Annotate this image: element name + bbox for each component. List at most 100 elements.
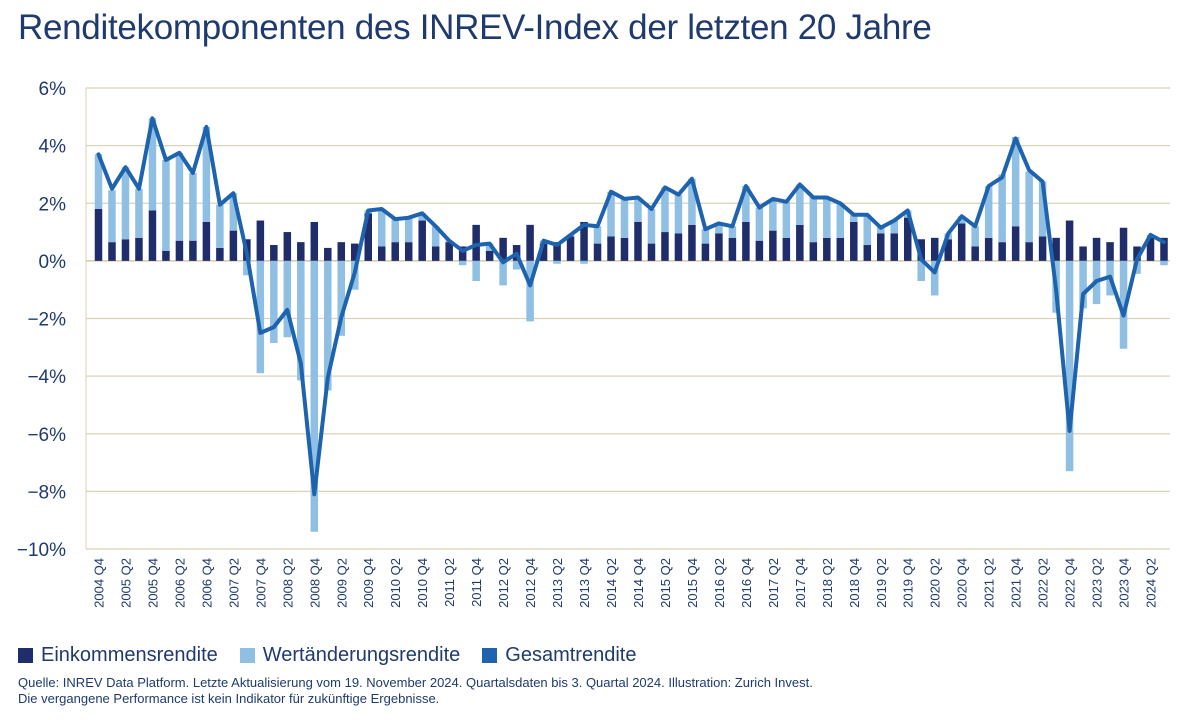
x-tick-label: 2012 Q4 (523, 558, 538, 608)
income-bar (418, 220, 426, 261)
value-change-bar (1025, 171, 1033, 243)
value-change-bar (404, 217, 413, 243)
legend-swatch-total (482, 648, 498, 663)
x-tick-label: 2004 Q4 (92, 558, 107, 608)
income-bar (404, 242, 413, 261)
x-tick-label: 2020 Q2 (928, 558, 943, 608)
legend-item-income: Einkommensrendite (18, 644, 218, 667)
value-change-bar (593, 226, 602, 244)
value-change-bar (769, 198, 777, 231)
y-tick-label: 4% (39, 137, 67, 158)
legend-swatch-value-change (239, 648, 255, 663)
x-tick-label: 2012 Q2 (496, 558, 511, 608)
x-tick-label: 2016 Q2 (712, 558, 727, 608)
value-change-bar (823, 197, 831, 238)
value-change-bar (971, 226, 979, 247)
income-bar (674, 233, 683, 261)
value-change-bar (94, 154, 103, 210)
income-bar (809, 242, 818, 261)
y-tick-label: 2% (39, 194, 67, 215)
value-change-bar (701, 229, 710, 244)
value-change-bar (796, 184, 804, 225)
x-tick-label: 2006 Q4 (199, 558, 214, 608)
value-change-bar (984, 185, 993, 238)
value-change-bar (728, 226, 737, 238)
income-bar (957, 223, 966, 261)
value-change-bar (634, 197, 642, 222)
x-tick-label: 2023 Q2 (1090, 558, 1105, 608)
value-change-bar (108, 190, 116, 243)
footnote-source: Quelle: INREV Data Platform. Letzte Aktu… (18, 675, 813, 690)
value-change-bar (742, 185, 750, 222)
legend-label-income: Einkommensrendite (41, 644, 218, 666)
value-change-bar (216, 204, 224, 248)
value-change-bar (863, 214, 872, 246)
income-bar (283, 232, 292, 261)
income-bar (1092, 237, 1101, 261)
legend-label-value-change: Wertänderungsrendite (262, 644, 461, 666)
value-change-bar (270, 260, 278, 343)
income-bar (647, 243, 656, 261)
income-bar (1133, 246, 1141, 261)
x-tick-label: 2017 Q4 (793, 558, 808, 608)
x-tick-label: 2020 Q4 (955, 558, 970, 608)
footnote: Quelle: INREV Data Platform. Letzte Aktu… (18, 675, 813, 707)
value-change-bar (310, 260, 319, 532)
income-bar (944, 239, 952, 261)
x-tick-label: 2008 Q4 (307, 558, 322, 608)
legend-item-total: Gesamtrendite (482, 644, 636, 667)
value-change-bar (283, 260, 292, 338)
value-change-bar (121, 167, 130, 240)
income-bar (850, 221, 858, 261)
legend: Einkommensrendite Wertänderungsrendite G… (18, 644, 636, 667)
value-change-bar (1065, 260, 1074, 472)
income-bar (1038, 236, 1047, 261)
income-bar (351, 243, 359, 261)
x-tick-label: 2019 Q2 (874, 558, 889, 608)
value-change-bar (485, 243, 494, 251)
value-change-bar (431, 226, 440, 247)
y-tick-label: −6% (27, 425, 66, 446)
value-change-bar (930, 260, 939, 296)
income-bar (256, 220, 265, 261)
income-bar (634, 221, 642, 261)
y-tick-label: −4% (27, 367, 66, 388)
value-change-bar (607, 191, 615, 237)
income-bar (1079, 246, 1087, 261)
value-change-bar (850, 214, 858, 222)
income-bar (796, 224, 804, 261)
income-bar (930, 237, 939, 261)
total-return-polyline (96, 116, 1166, 497)
income-bar (593, 243, 602, 261)
value-change-bar (135, 188, 143, 238)
y-tick-label: −8% (27, 482, 66, 503)
income-bar (216, 247, 224, 261)
income-bar (175, 240, 184, 261)
legend-item-value-change: Wertänderungsrendite (239, 644, 461, 667)
value-change-bar (418, 213, 426, 221)
x-tick-label: 2023 Q4 (1117, 558, 1132, 608)
income-bar (189, 240, 197, 261)
value-change-bar (148, 118, 157, 211)
income-bar (728, 237, 737, 261)
value-change-bar (1011, 136, 1020, 227)
income-bar (445, 242, 453, 261)
income-bar (620, 237, 629, 261)
income-bar (162, 250, 170, 261)
income-bar (229, 230, 238, 261)
value-change-bar (998, 174, 1006, 243)
income-bar (688, 224, 696, 261)
value-change-bar (337, 260, 346, 336)
y-tick-label: −2% (27, 310, 66, 331)
income-bar (94, 209, 103, 261)
x-tick-label: 2010 Q2 (388, 558, 403, 608)
income-bar (1011, 226, 1020, 261)
income-bar (337, 242, 346, 261)
x-axis-labels: 2004 Q4 2005 Q2 2005 Q4 2006 Q2 2006 Q4 2007 … (92, 558, 1159, 608)
value-change-bar (512, 260, 521, 270)
x-tick-label: 2024 Q2 (1144, 558, 1159, 608)
value-change-bar (202, 126, 211, 222)
x-tick-label: 2016 Q4 (739, 558, 754, 608)
value-change-bar (688, 178, 696, 225)
value-change-bar (472, 260, 480, 282)
